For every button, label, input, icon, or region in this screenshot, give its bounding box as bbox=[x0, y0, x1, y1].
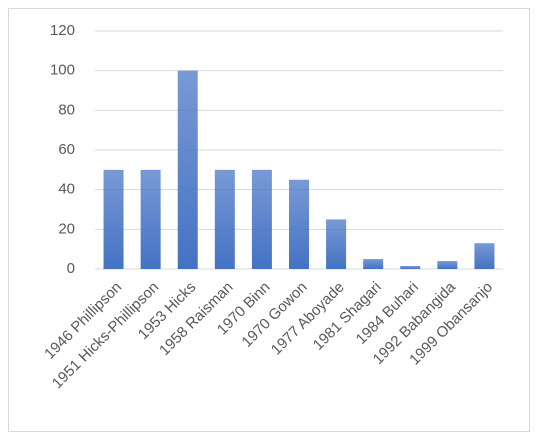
y-tick-label: 20 bbox=[58, 220, 75, 237]
y-tick-label: 80 bbox=[58, 101, 75, 118]
y-tick-label: 0 bbox=[67, 260, 75, 277]
bar bbox=[251, 169, 272, 269]
y-tick-label: 60 bbox=[58, 141, 75, 158]
bar bbox=[326, 219, 347, 269]
bar bbox=[289, 179, 309, 269]
bar bbox=[474, 243, 495, 269]
bar bbox=[363, 259, 384, 269]
bar bbox=[400, 266, 421, 269]
bar bbox=[437, 261, 458, 269]
bar bbox=[103, 169, 124, 269]
bar bbox=[214, 169, 235, 269]
bar bbox=[177, 70, 198, 270]
bar bbox=[140, 169, 161, 269]
y-tick-label: 40 bbox=[58, 181, 75, 198]
y-tick-label: 100 bbox=[50, 62, 75, 79]
y-tick-label: 120 bbox=[50, 22, 75, 39]
